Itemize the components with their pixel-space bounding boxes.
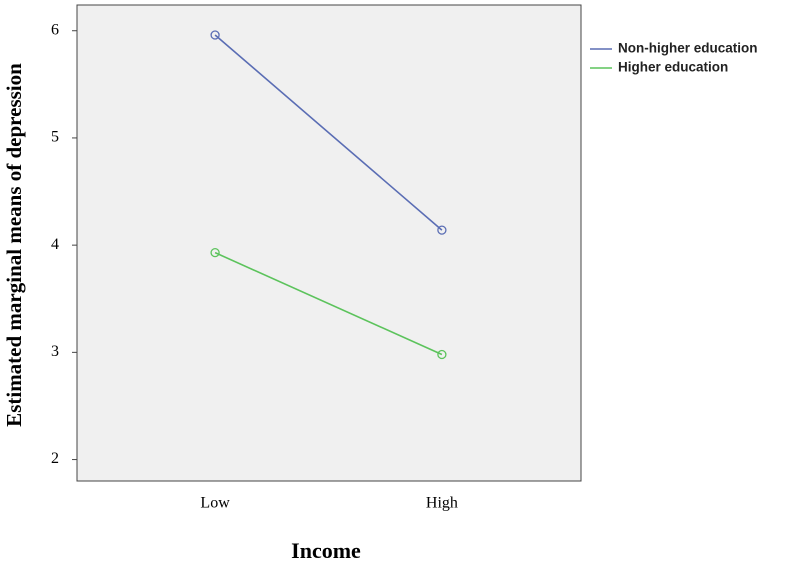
y-tick-label: 4 (51, 236, 59, 253)
legend-label: Non-higher education (618, 41, 758, 56)
point (210, 30, 220, 40)
point (437, 349, 447, 360)
plot-area (76, 4, 582, 482)
y-tick-label: 6 (51, 21, 59, 38)
point (210, 247, 220, 258)
series-line (214, 34, 443, 231)
legend-label: Higher education (618, 60, 728, 75)
y-tick-label: 3 (51, 343, 59, 360)
x-axis-label: Income (291, 538, 361, 563)
point (437, 225, 447, 235)
series-line (214, 251, 443, 356)
x-tick-label: High (426, 495, 458, 512)
y-tick-label: 2 (51, 450, 59, 467)
y-axis-label: Estimated marginal means of depression (2, 63, 26, 427)
y-tick-label: 5 (51, 129, 59, 146)
x-tick-label: Low (200, 495, 230, 512)
